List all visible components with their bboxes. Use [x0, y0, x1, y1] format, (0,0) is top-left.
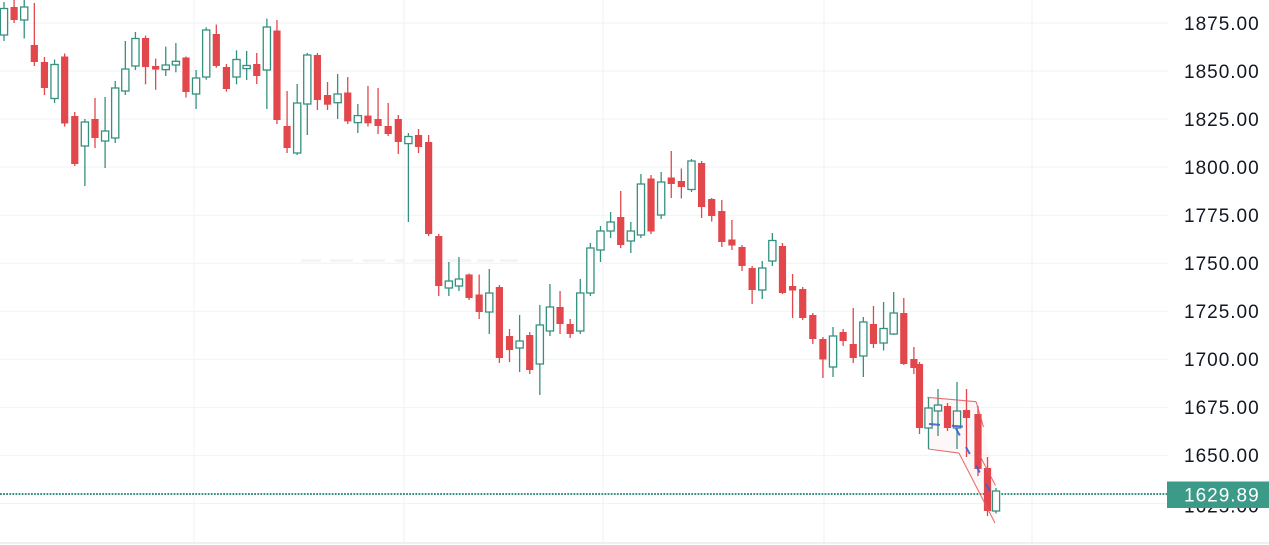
svg-text:1750.00: 1750.00 [1184, 254, 1260, 275]
svg-text:1850.00: 1850.00 [1184, 62, 1260, 83]
svg-text:1775.00: 1775.00 [1184, 206, 1260, 227]
svg-text:1875.00: 1875.00 [1184, 14, 1260, 35]
svg-text:1700.00: 1700.00 [1184, 350, 1260, 371]
svg-text:1629.89: 1629.89 [1184, 485, 1260, 506]
svg-text:1825.00: 1825.00 [1184, 110, 1260, 131]
svg-text:1675.00: 1675.00 [1184, 398, 1260, 419]
svg-text:1725.00: 1725.00 [1184, 302, 1260, 323]
svg-text:1650.00: 1650.00 [1184, 446, 1260, 467]
svg-text:1800.00: 1800.00 [1184, 158, 1260, 179]
